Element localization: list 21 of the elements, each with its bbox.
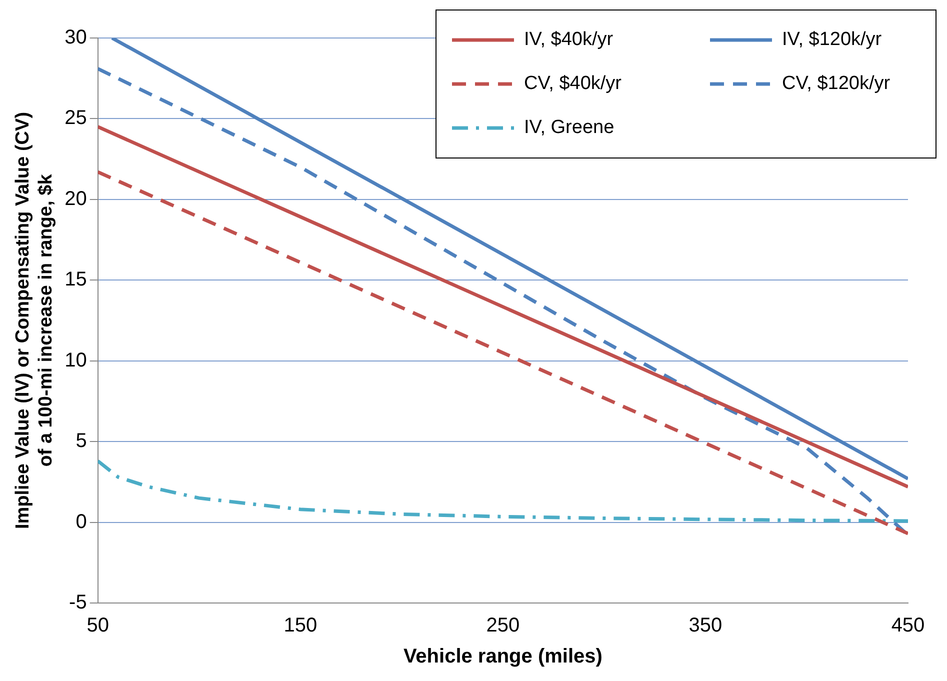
legend-label: IV, $120k/yr: [782, 29, 882, 50]
legend-label: IV, $40k/yr: [524, 29, 614, 50]
line-series: [98, 459, 908, 523]
x-tick-label: 350: [688, 614, 722, 637]
legend-label: CV, $40k/yr: [524, 73, 622, 94]
y-axis-title: Impliee Value (IV) or Compensating Value (CV) of a 100-mi increase in range, $k: [12, 112, 56, 530]
y-tick-label: 5: [76, 430, 87, 452]
legend-label: CV, $120k/yr: [782, 73, 891, 94]
y-tick-label: 25: [64, 107, 87, 130]
x-tick-label: 250: [486, 614, 520, 637]
y-tick-label: 15: [64, 268, 87, 291]
y-tick-label: 10: [64, 349, 87, 372]
y-tick-label: 20: [64, 188, 87, 210]
y-tick-label: 30: [64, 26, 87, 49]
y-tick-label: 0: [76, 510, 87, 533]
x-tick-label: 150: [284, 614, 318, 637]
y-tick-label: -5: [69, 592, 87, 614]
legend-label: IV, Greene: [524, 117, 614, 138]
x-tick-label: 450: [891, 614, 925, 637]
x-axis-title: Vehicle range (miles): [403, 646, 602, 668]
x-tick-label: 50: [86, 614, 109, 637]
